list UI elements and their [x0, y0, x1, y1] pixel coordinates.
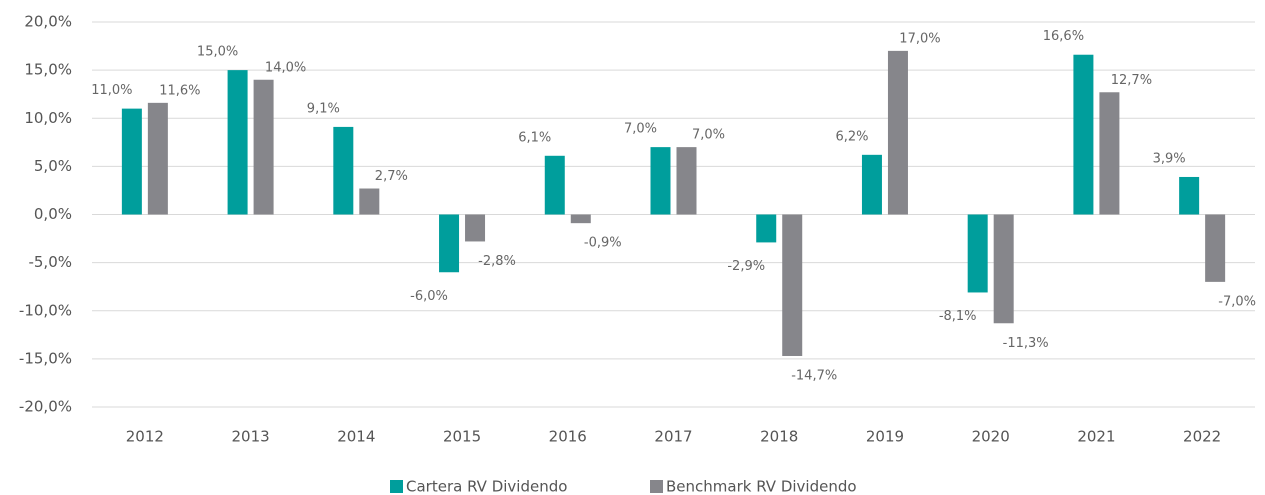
bar	[465, 214, 486, 242]
bar	[1073, 54, 1094, 215]
value-label: 17,0%	[899, 31, 940, 46]
bar	[121, 108, 142, 215]
value-label: 16,6%	[1043, 29, 1084, 44]
bar	[570, 214, 591, 224]
legend-swatch	[650, 480, 663, 493]
bar	[1099, 92, 1120, 215]
value-label: -0,9%	[584, 236, 622, 251]
y-tick-label: 5,0%	[34, 157, 72, 175]
bar	[782, 214, 803, 356]
value-label: -11,3%	[1003, 336, 1049, 351]
y-tick-label: 10,0%	[24, 109, 72, 127]
x-tick-label: 2015	[443, 428, 481, 446]
x-tick-label: 2019	[866, 428, 904, 446]
bar	[253, 79, 274, 215]
value-label: -6,0%	[410, 289, 448, 304]
legend-label: Cartera RV Dividendo	[406, 478, 567, 495]
x-tick-label: 2022	[1183, 428, 1221, 446]
y-tick-label: 0,0%	[34, 205, 72, 223]
value-label: 3,9%	[1153, 151, 1186, 166]
value-label: 9,1%	[307, 101, 340, 116]
value-label: -2,8%	[478, 254, 516, 269]
bar	[1179, 176, 1200, 215]
value-label: 11,0%	[91, 83, 132, 98]
bar	[993, 214, 1014, 324]
value-label: 14,0%	[265, 60, 306, 75]
value-label: 7,0%	[692, 128, 725, 143]
bar	[147, 102, 168, 215]
value-label: 6,2%	[835, 129, 868, 144]
legend-swatch	[390, 480, 403, 493]
value-label: 12,7%	[1111, 73, 1152, 88]
bar	[861, 154, 882, 215]
y-tick-label: -5,0%	[28, 253, 72, 271]
bar	[650, 147, 671, 215]
value-label: -8,1%	[939, 309, 977, 324]
x-tick-label: 2021	[1077, 428, 1115, 446]
y-tick-label: -15,0%	[19, 349, 72, 367]
x-tick-label: 2012	[126, 428, 164, 446]
bar	[967, 214, 988, 293]
y-tick-label: 15,0%	[24, 61, 72, 79]
y-tick-label: -10,0%	[19, 301, 72, 319]
bar	[544, 155, 565, 215]
x-tick-label: 2016	[549, 428, 587, 446]
bar	[359, 188, 380, 215]
bar	[887, 50, 908, 215]
value-label: 6,1%	[518, 130, 551, 145]
y-tick-label: -20,0%	[19, 398, 72, 416]
bar	[333, 126, 354, 215]
y-tick-label: 20,0%	[24, 13, 72, 31]
x-tick-label: 2017	[654, 428, 692, 446]
bar	[676, 147, 697, 215]
bar	[439, 214, 460, 273]
bar	[227, 70, 248, 215]
x-tick-label: 2014	[337, 428, 375, 446]
value-label: 15,0%	[197, 45, 238, 60]
value-label: -14,7%	[791, 368, 837, 383]
value-label: 7,0%	[624, 122, 657, 137]
legend-label: Benchmark RV Dividendo	[666, 478, 857, 495]
value-label: 11,6%	[159, 83, 200, 98]
x-tick-label: 2018	[760, 428, 798, 446]
x-tick-label: 2013	[231, 428, 269, 446]
x-tick-label: 2020	[972, 428, 1010, 446]
value-label: 2,7%	[375, 169, 408, 184]
bar	[1205, 214, 1226, 282]
value-label: -2,9%	[727, 259, 765, 274]
bar	[756, 214, 777, 243]
value-label: -7,0%	[1218, 294, 1256, 309]
